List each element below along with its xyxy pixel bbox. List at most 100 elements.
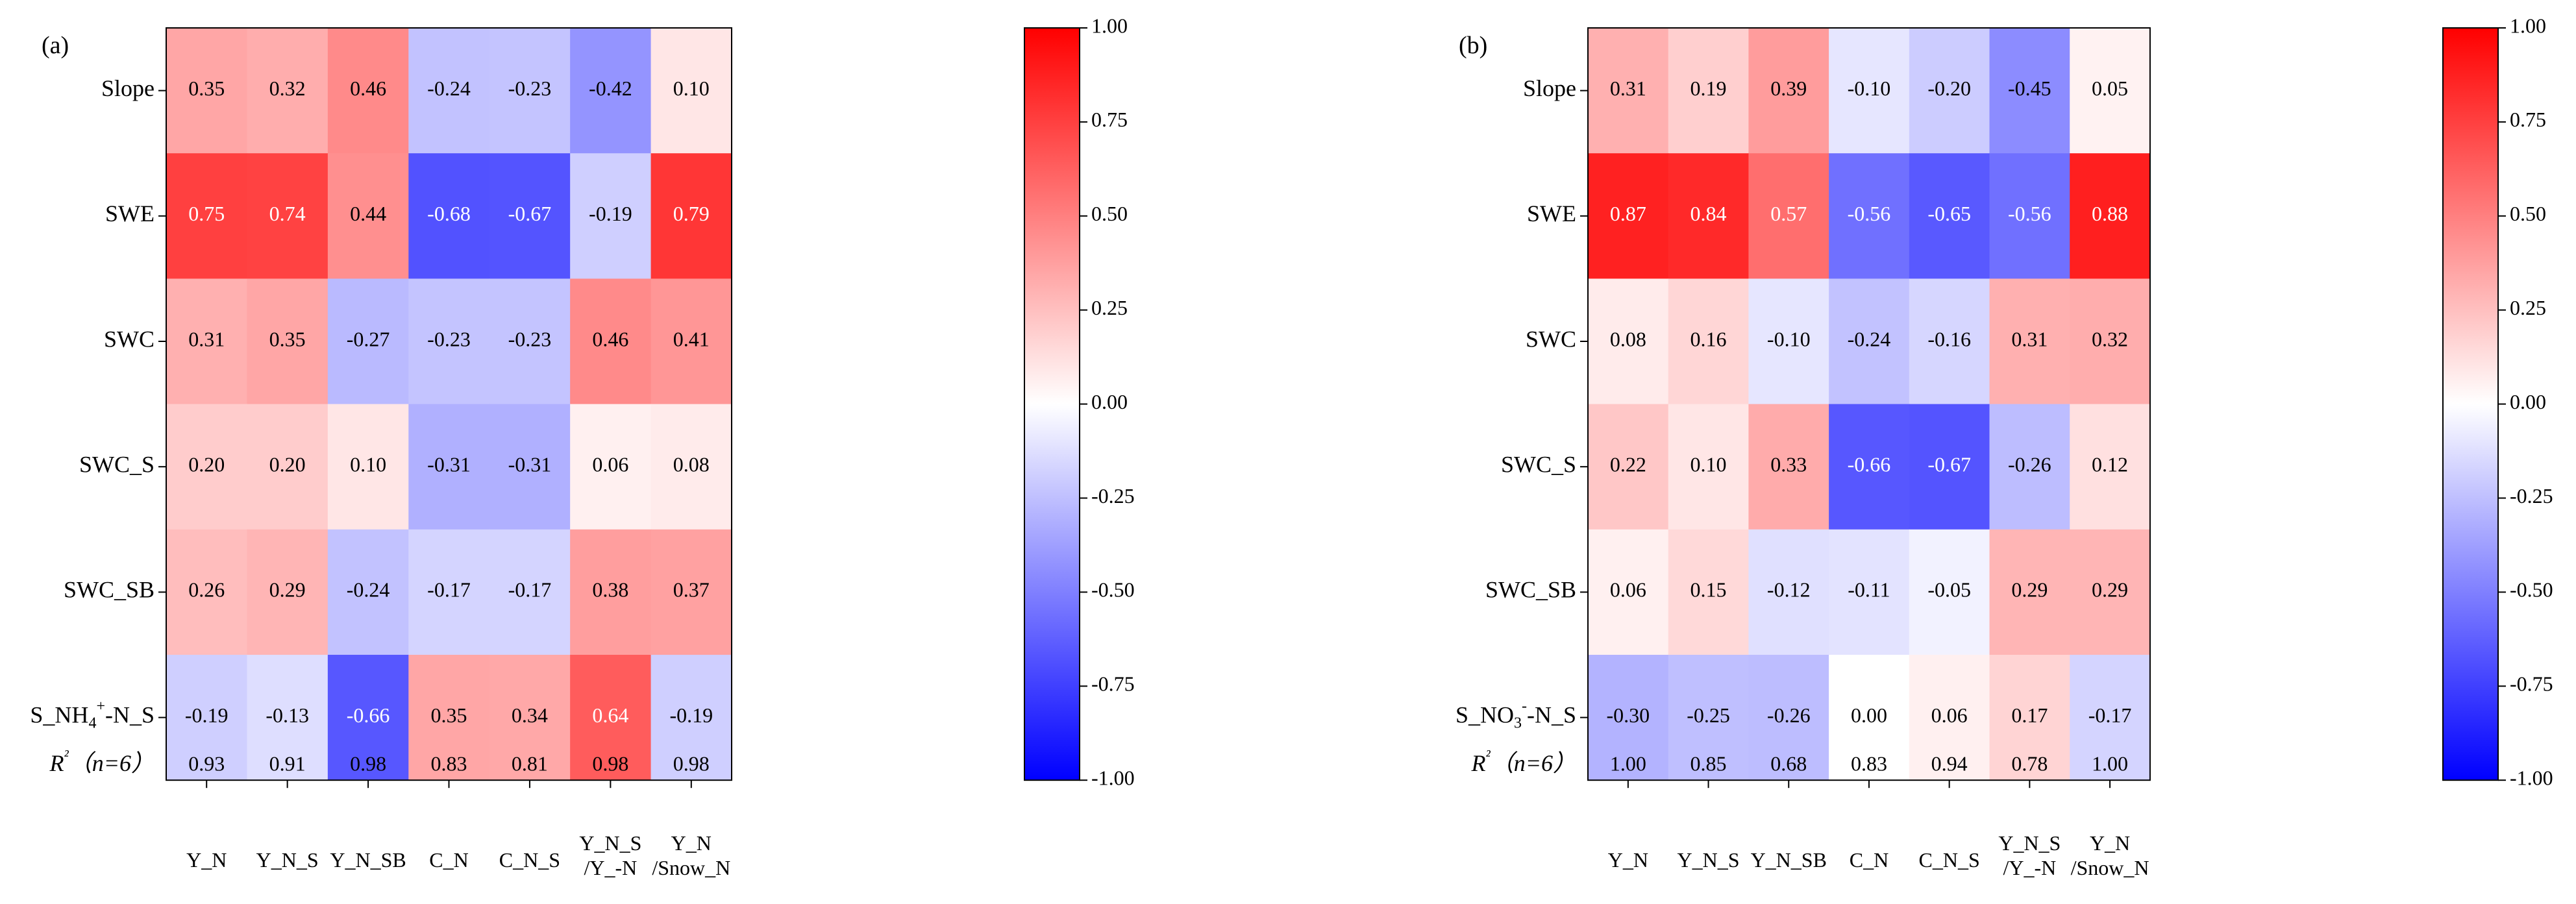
x-tick-label: C_N_S <box>1919 848 1980 872</box>
heatmap-cell <box>489 278 571 405</box>
cell-value-label: 0.37 <box>673 578 710 602</box>
heatmap-cell <box>650 278 732 405</box>
x-tick-label: Y_N_S/Y_-N <box>579 831 641 879</box>
heatmap-cell <box>166 278 248 405</box>
r2-value: 0.85 <box>1690 751 1727 775</box>
cell-value-label: -0.17 <box>508 578 552 602</box>
colorbar <box>2442 27 2499 781</box>
cell-value-label: -0.56 <box>2008 202 2051 225</box>
cell-value-label: -0.31 <box>427 453 471 476</box>
x-tick-label: C_N <box>1850 848 1889 872</box>
cell-value-label: 0.88 <box>2092 202 2128 225</box>
heatmap-cell <box>1829 655 1910 781</box>
heatmap-cell <box>247 153 328 279</box>
cell-value-label: -0.27 <box>347 327 390 350</box>
heatmap-cell <box>1588 655 1669 781</box>
cell-value-label: -0.26 <box>2008 453 2051 476</box>
heatmap-cell <box>570 28 652 154</box>
heatmap-cell <box>489 404 571 530</box>
heatmap-cell <box>1829 529 1910 655</box>
r2-row-label: R²（n=6） <box>49 748 155 777</box>
r2-value: 0.68 <box>1770 751 1807 775</box>
cell-value-label: 0.22 <box>1610 453 1646 476</box>
x-tick-label: Y_N <box>186 848 227 872</box>
r2-value: 0.83 <box>431 751 467 775</box>
cell-value-label: 0.35 <box>188 77 225 100</box>
colorbar-tick-label: -0.75 <box>1091 672 1135 696</box>
cell-value-label: -0.12 <box>1767 578 1811 602</box>
cell-value-label: 0.31 <box>2011 327 2048 350</box>
colorbar-tick-label: -0.75 <box>2510 672 2553 696</box>
heatmap-cell <box>408 404 490 530</box>
heatmap-cell <box>1588 529 1669 655</box>
cell-value-label: 0.29 <box>2011 578 2048 602</box>
heatmap-cell <box>1588 404 1669 530</box>
heatmap-cell <box>1829 28 1910 154</box>
x-tick-label: C_N <box>429 848 468 872</box>
r2-value: 0.98 <box>350 751 386 775</box>
heatmap-cell <box>166 153 248 279</box>
heatmap-cell <box>2070 404 2151 530</box>
heatmap-cell <box>166 655 248 781</box>
r2-value: 0.94 <box>1931 751 1968 775</box>
heatmap-cell <box>1989 404 2070 530</box>
cell-value-label: 0.12 <box>2092 453 2128 476</box>
panel-a: (a) 0.35 0.32 0.46 -0.24 -0.23 -0.42 0.10 0.75 0.… <box>30 14 1134 879</box>
cell-value-label: 0.74 <box>269 202 306 225</box>
cell-value-label: 0.34 <box>512 703 548 727</box>
y-tick-label: SWE <box>1527 201 1576 226</box>
cell-value-label: 0.10 <box>1690 453 1727 476</box>
heatmap-cell <box>327 153 409 279</box>
cell-value-label: 0.00 <box>1851 703 1887 727</box>
colorbar-tick-label: 0.75 <box>2510 108 2546 131</box>
cell-value-label: 0.20 <box>188 453 225 476</box>
cell-value-label: 0.57 <box>1770 202 1807 225</box>
heatmap-cell <box>1829 404 1910 530</box>
heatmap-cell <box>2070 529 2151 655</box>
heatmap-cell <box>166 404 248 530</box>
r2-value: 0.98 <box>673 751 710 775</box>
cell-value-label: 0.84 <box>1690 202 1727 225</box>
cell-value-label: 0.08 <box>1610 327 1646 350</box>
colorbar-tick-label: 0.25 <box>2510 296 2546 319</box>
heatmap-cell <box>570 278 652 405</box>
cell-value-label: 0.10 <box>673 77 710 100</box>
heatmap-cell <box>327 28 409 154</box>
cell-value-label: 0.35 <box>269 327 306 350</box>
heatmap-cell <box>247 529 328 655</box>
cell-value-label: 0.44 <box>350 202 386 225</box>
heatmap-cell <box>1588 153 1669 279</box>
r2-value: 1.00 <box>2092 751 2128 775</box>
y-tick-label: Slope <box>1523 75 1576 101</box>
heatmap-cell <box>1668 153 1749 279</box>
heatmap-cell <box>570 404 652 530</box>
panel-label: (a) <box>42 32 69 59</box>
colorbar-tick-label: 0.00 <box>2510 390 2546 413</box>
heatmap-cell <box>2070 278 2151 405</box>
heatmap-cell <box>408 655 490 781</box>
heatmap-cell <box>489 28 571 154</box>
cell-value-label: -0.16 <box>1927 327 1971 350</box>
heatmap-cell <box>1909 529 1990 655</box>
cell-value-label: -0.23 <box>508 327 552 350</box>
heatmap-cell <box>1668 655 1749 781</box>
heatmap-cell <box>408 28 490 154</box>
heatmap-cell <box>1909 655 1990 781</box>
cell-value-label: -0.56 <box>1848 202 1891 225</box>
panel-label: (b) <box>1459 32 1487 59</box>
cell-value-label: -0.68 <box>427 202 471 225</box>
cell-value-label: 0.39 <box>1770 77 1807 100</box>
heatmap-cell <box>650 28 732 154</box>
heatmap-cell <box>489 153 571 279</box>
colorbar-tick-label: 0.75 <box>1091 108 1128 131</box>
heatmap-cell <box>1748 529 1829 655</box>
r2-value: 0.83 <box>1851 751 1887 775</box>
heatmap-cell <box>408 529 490 655</box>
heatmap-cell <box>650 655 732 781</box>
cell-value-label: 0.08 <box>673 453 710 476</box>
heatmap-cell <box>1668 529 1749 655</box>
panel-b: (b) 0.31 0.19 0.39 -0.10 -0.20 -0.45 0.05 0.87 0.… <box>1455 14 2553 879</box>
x-tick-label: Y_N_SB <box>330 848 406 872</box>
heatmap-cell <box>2070 655 2151 781</box>
